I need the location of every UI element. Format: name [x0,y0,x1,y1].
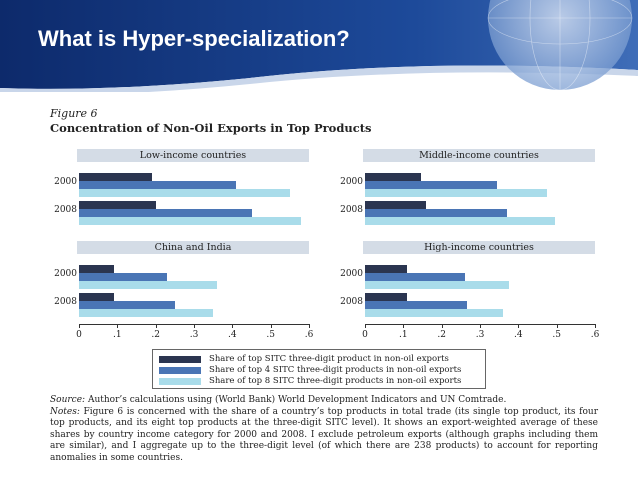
panel-title: China and India [77,241,309,254]
notes-text: Figure 6 is concerned with the share of … [50,406,598,463]
legend-swatch-top4 [159,367,201,374]
bar [79,181,237,189]
figure-notes: Source: Author’s calculations using (Wor… [50,395,598,464]
x-tick-label: .3 [189,330,199,340]
bar [79,293,114,301]
bar [79,189,290,197]
legend-swatch-top1 [159,356,201,363]
x-tick-label: .4 [228,330,237,340]
x-tick-label: .5 [266,330,275,340]
year-label: 2008 [340,205,363,215]
bar [79,273,168,281]
x-tick [403,324,405,328]
year-label: 2000 [54,177,77,187]
bar [365,301,467,309]
header-banner-graphic [0,0,638,92]
source-note: Source: Author’s calculations using (Wor… [50,395,598,407]
year-label: 2000 [340,269,363,279]
legend-label-top4: Share of top 4 SITC three-digit products… [209,365,462,375]
x-tick [556,324,558,328]
x-tick-label: .4 [514,330,523,340]
chart-legend: Share of top SITC three-digit product in… [152,349,486,389]
bar [79,173,152,181]
bar [365,273,465,281]
bar [79,301,175,309]
bar [365,209,507,217]
x-tick [117,324,119,328]
source-text: Author’s calculations using (World Bank)… [85,395,507,405]
bar [79,281,217,289]
x-tick [309,324,310,328]
x-tick-label: .1 [399,330,408,340]
bar [79,209,252,217]
x-tick-label: .6 [590,330,600,340]
figure-label: Figure 6 [50,107,98,120]
bar [79,309,214,317]
year-label: 2008 [54,297,77,307]
x-tick [595,324,596,328]
bar [365,309,503,317]
panel-title: Low-income countries [77,149,309,162]
x-tick-label: .5 [552,330,561,340]
x-tick-label: .2 [437,330,446,340]
x-tick-label: .3 [475,330,485,340]
bar [79,201,156,209]
legend-label-top8: Share of top 8 SITC three-digit products… [209,376,462,386]
panel-title: High-income countries [363,241,595,254]
x-tick [232,324,234,328]
year-label: 2008 [340,297,363,307]
x-tick [518,324,520,328]
x-tick-label: .6 [304,330,314,340]
legend-label-top1: Share of top SITC three-digit product in… [209,354,449,364]
x-tick [155,324,157,328]
source-label: Source: [50,395,86,405]
year-label: 2000 [54,269,77,279]
notes-paragraph: Notes: Figure 6 is concerned with the sh… [50,407,598,465]
panel-title: Middle-income countries [363,149,595,162]
bar [79,217,302,225]
x-tick-label: .1 [113,330,122,340]
bar [365,181,498,189]
x-tick [194,324,195,328]
bar [365,217,555,225]
bar [79,265,114,273]
year-label: 2008 [54,205,77,215]
legend-swatch-top8 [159,378,201,385]
year-label: 2000 [340,177,363,187]
bar [365,173,421,181]
bar [365,201,427,209]
x-tick-label: .2 [151,330,160,340]
x-tick [79,324,80,328]
figure-title: Concentration of Non-Oil Exports in Top … [50,121,372,135]
slide-header: What is Hyper-specialization? [0,0,638,92]
bar [365,189,548,197]
slide-title: What is Hyper-specialization? [38,26,350,51]
x-tick-label: 0 [76,330,82,340]
x-tick [441,324,443,328]
bar [365,281,509,289]
x-tick-label: 0 [362,330,368,340]
x-tick [270,324,272,328]
x-tick [365,324,366,328]
bar [365,293,408,301]
x-tick [480,324,481,328]
bar [365,265,408,273]
notes-label: Notes: [50,406,80,417]
